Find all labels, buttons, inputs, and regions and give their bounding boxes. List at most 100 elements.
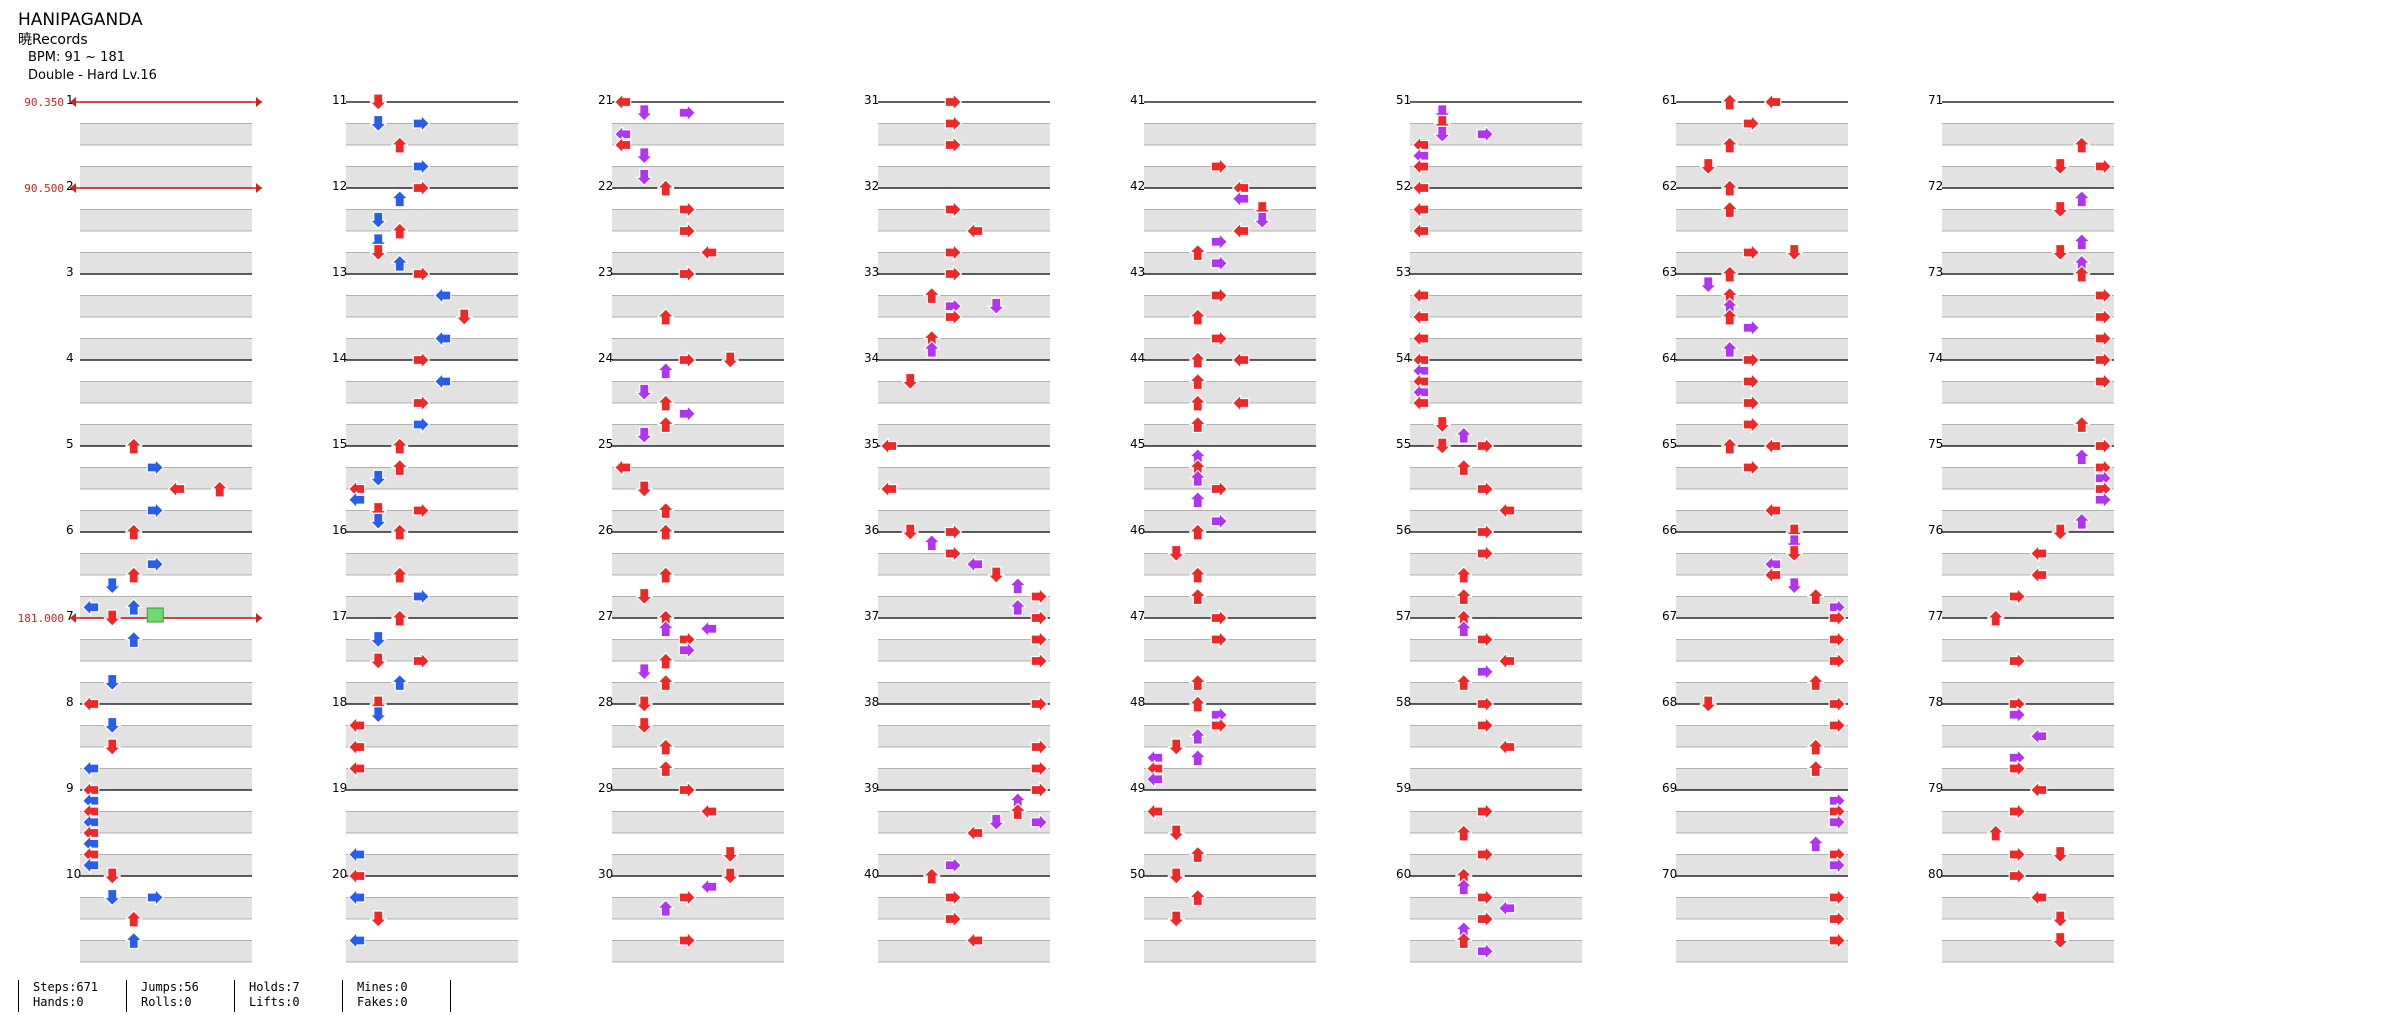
beat-band <box>1144 897 1316 919</box>
beat-band <box>878 145 1050 167</box>
beat-band <box>1144 725 1316 747</box>
step-arrow <box>1476 630 1494 649</box>
measure-54: 54 <box>1396 351 1582 446</box>
beat-band <box>346 166 518 188</box>
arrow-shape <box>369 114 387 133</box>
beat-band <box>1410 403 1582 425</box>
stat-divider <box>450 980 451 1012</box>
step-arrow <box>1232 351 1250 369</box>
arrow-shape <box>1232 394 1250 412</box>
step-arrow <box>1807 835 1825 853</box>
arrow-shape <box>1189 695 1207 713</box>
beat-band <box>878 919 1050 941</box>
beat-band <box>1144 639 1316 661</box>
arrow-shape <box>966 931 984 950</box>
step-arrow <box>125 910 143 928</box>
arrow-shape <box>2094 329 2112 348</box>
beat-band <box>346 940 518 962</box>
arrow-shape <box>391 136 409 154</box>
step-arrow <box>1987 824 2005 842</box>
step-arrow <box>348 845 366 864</box>
arrow-shape <box>635 168 653 186</box>
arrow-shape <box>168 480 186 498</box>
beat-band <box>80 897 252 919</box>
beat-band <box>612 747 784 769</box>
beat-band <box>80 209 252 231</box>
arrow-shape <box>1828 716 1846 735</box>
beat-band <box>612 897 784 919</box>
arrow-shape <box>2073 190 2091 208</box>
step-arrow <box>125 630 143 649</box>
beat-band <box>80 360 252 382</box>
step-arrow <box>434 329 452 348</box>
step-arrow <box>1210 329 1228 348</box>
step-arrow <box>635 695 653 713</box>
arrow-shape <box>1232 222 1250 240</box>
beat-band <box>1144 166 1316 188</box>
measure-1: 1 <box>66 93 252 188</box>
arrow-shape <box>1699 695 1717 713</box>
step-arrow <box>1167 824 1185 842</box>
beat-band <box>80 102 252 124</box>
arrow-shape <box>635 383 653 401</box>
bpm-change-marker: 90.500 <box>24 182 262 195</box>
measure-number: 55 <box>1396 437 1411 451</box>
step-arrow <box>1412 308 1430 326</box>
stat-line: Holds:7 <box>249 980 300 994</box>
measure-66: 66 <box>1662 523 1848 618</box>
arrow-shape <box>1210 254 1228 272</box>
measure-number: 80 <box>1928 867 1943 881</box>
arrow-shape <box>657 179 675 197</box>
step-arrow <box>1828 931 1846 950</box>
measure-number: 62 <box>1662 179 1677 193</box>
stat-line: Steps:671 <box>33 980 99 994</box>
arrow-shape <box>2094 308 2112 326</box>
beat-band <box>80 553 252 575</box>
step-arrow <box>721 845 739 864</box>
step-arrow <box>125 566 143 584</box>
arrow-shape <box>1742 114 1760 133</box>
step-arrow <box>1476 695 1494 713</box>
arrow-shape <box>391 673 409 692</box>
measure-number: 32 <box>864 179 879 193</box>
beat-band <box>878 403 1050 425</box>
beat-band <box>1410 295 1582 317</box>
measure-number: 39 <box>864 781 879 795</box>
step-arrow <box>1189 469 1207 487</box>
arrow-shape <box>1009 598 1027 616</box>
step-arrow <box>657 673 675 692</box>
beat-band <box>612 403 784 425</box>
beat-band <box>1676 467 1848 489</box>
bpm-arrow-left <box>70 97 76 107</box>
step-arrow <box>369 93 387 111</box>
step-arrow <box>391 523 409 541</box>
arrow-shape <box>1189 243 1207 262</box>
step-arrow <box>1828 856 1846 874</box>
beat-band <box>80 940 252 962</box>
arrow-shape <box>82 759 100 778</box>
arrow-shape <box>1476 544 1494 563</box>
beat-band <box>878 725 1050 747</box>
arrow-shape <box>103 888 121 907</box>
arrow-shape <box>2094 437 2112 455</box>
beat-band <box>80 532 252 554</box>
beat-band <box>1144 575 1316 597</box>
arrow-shape <box>369 652 387 670</box>
step-arrow <box>1721 437 1739 455</box>
beat-band <box>1144 704 1316 726</box>
beat-band <box>80 575 252 597</box>
measure-number: 31 <box>864 93 879 107</box>
measure-19: 19 <box>332 781 518 876</box>
measure-number: 34 <box>864 351 879 365</box>
beat-band <box>878 317 1050 339</box>
arrow-shape <box>614 93 632 111</box>
measure-60: 60 <box>1396 867 1582 963</box>
beat-band <box>80 833 252 855</box>
arrow-shape <box>1232 190 1250 208</box>
beat-band <box>1942 704 2114 726</box>
step-arrow <box>1828 716 1846 735</box>
step-arrow <box>2008 867 2026 885</box>
measure-63: 63 <box>1662 265 1848 360</box>
beat-band <box>1676 166 1848 188</box>
arrow-shape <box>2030 727 2048 745</box>
